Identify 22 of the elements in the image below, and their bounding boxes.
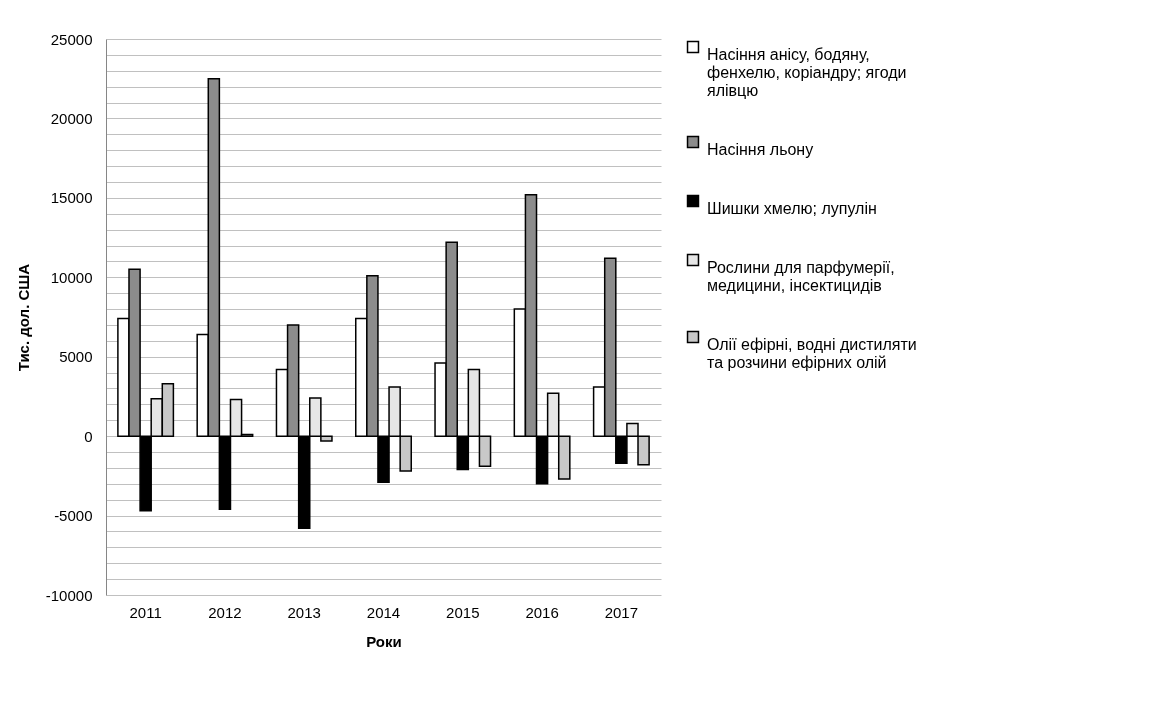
x-tick-label: 2015 (446, 603, 480, 621)
legend-label: Олії ефірні, водні дистиляти та розчини ефірних олій (707, 336, 917, 371)
legend-label: Шишки хмелю; лупулін (707, 200, 877, 217)
y-tick-label: 5000 (59, 348, 93, 366)
legend-label: Насіння льону (707, 141, 814, 158)
x-tick-label: 2013 (287, 603, 321, 621)
x-axis-title: Роки (366, 632, 402, 650)
y-tick-label: 15000 (50, 189, 93, 207)
y-tick-label: 0 (84, 427, 93, 445)
y-tick-label: -10000 (45, 586, 93, 604)
x-tick-label: 2011 (129, 603, 162, 621)
y-tick-label: 20000 (50, 109, 93, 127)
y-tick-label: 25000 (50, 30, 93, 48)
y-axis-title: Тис. дол. США (14, 263, 32, 372)
y-tick-label: 10000 (50, 268, 93, 286)
legend-label: Рослини для парфумерії, медицини, інсектицидів (707, 259, 895, 294)
x-tick-label: 2017 (604, 603, 639, 621)
x-tick-label: 2012 (208, 603, 242, 621)
x-tick-label: 2014 (366, 603, 401, 621)
x-tick-label: 2016 (525, 603, 559, 621)
y-tick-label: -5000 (54, 507, 93, 525)
legend-label: Насіння анісу, бодяну, фенхелю, коріандру; ягоди ялівцю (707, 46, 907, 99)
